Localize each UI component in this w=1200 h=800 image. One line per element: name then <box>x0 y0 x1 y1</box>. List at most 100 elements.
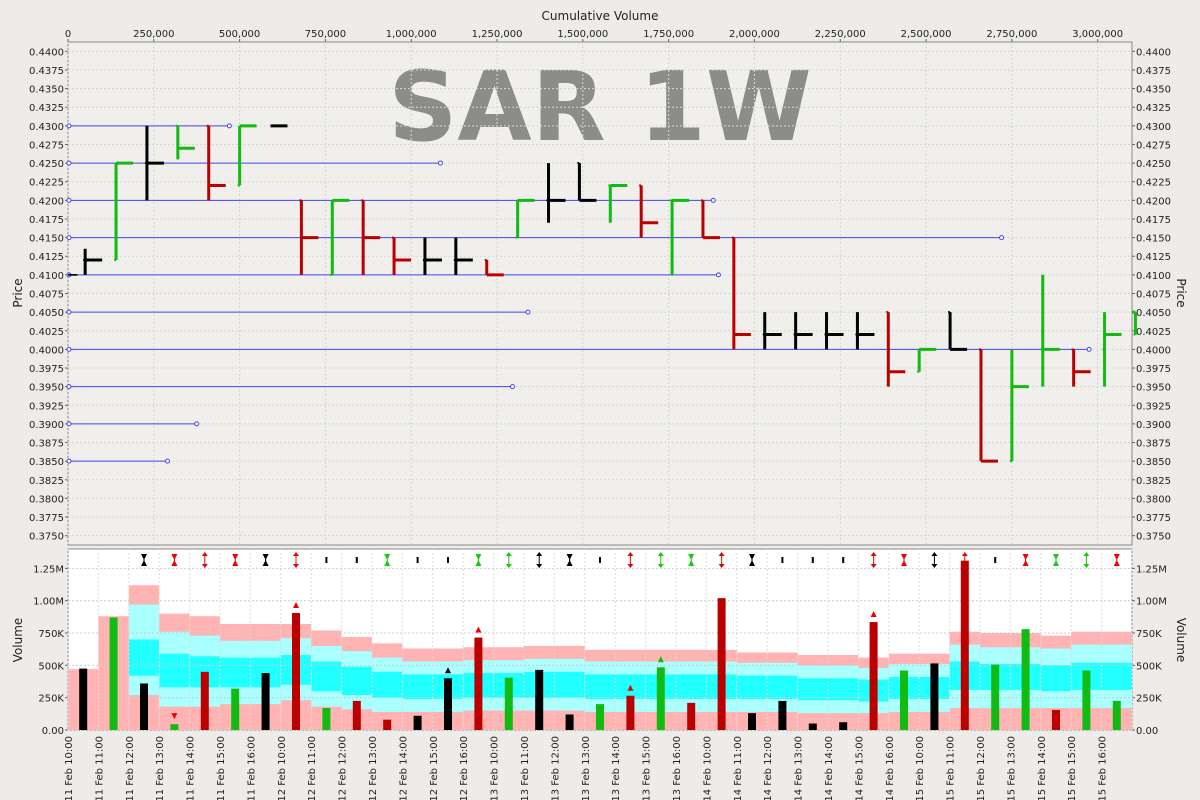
cumvol-tick-label: 3,000,000 <box>1072 29 1123 40</box>
cumvol-tick-label: 2,750,000 <box>986 29 1037 40</box>
price-level-end <box>999 235 1005 241</box>
price-tick-label-right: 0.3775 <box>1136 513 1171 524</box>
time-category-label: 13 Feb 14:00 <box>611 736 622 800</box>
signal-marker <box>505 552 512 568</box>
price-tick-label-right: 0.4075 <box>1136 290 1171 301</box>
price-tick-label-right: 0.4225 <box>1136 178 1171 189</box>
volume-bar <box>930 663 939 730</box>
time-category-label: 13 Feb 12:00 <box>550 736 561 800</box>
price-tick-label-right: 0.4050 <box>1136 308 1171 319</box>
volume-band-inner <box>1040 665 1072 692</box>
volume-tick-label-right: 750K <box>1136 629 1162 640</box>
price-tick-label-right: 0.3950 <box>1136 383 1171 394</box>
signal-triangle <box>870 611 877 618</box>
price-tick-label-left: 0.3925 <box>29 401 64 412</box>
price-tick-label-right: 0.3925 <box>1136 401 1171 412</box>
time-category-label: 14 Feb 10:00 <box>702 736 713 800</box>
volume-tick-label-left: 250K <box>38 694 64 705</box>
volume-tick-label-right: 250K <box>1136 694 1162 705</box>
signal-triangle <box>293 601 299 608</box>
price-tick-label-left: 0.3900 <box>29 420 64 431</box>
time-category-label: 15 Feb 14:00 <box>1037 736 1048 800</box>
time-category-label: 15 Feb 12:00 <box>976 736 987 800</box>
volume-band-inner <box>372 671 403 698</box>
time-category-label: 12 Feb 10:00 <box>277 736 288 800</box>
signal-marker <box>657 552 664 568</box>
volume-bar <box>960 560 969 730</box>
time-category-label: 15 Feb 10:00 <box>915 736 926 800</box>
cumvol-tick-label: 0 <box>65 29 71 40</box>
price-tick-label-right: 0.3825 <box>1136 476 1171 487</box>
volume-bar <box>504 677 513 730</box>
price-level-start <box>66 309 72 315</box>
price-tick-label-left: 0.3850 <box>29 457 64 468</box>
signal-marker <box>536 552 543 568</box>
time-category-label: 14 Feb 16:00 <box>885 736 896 800</box>
cumvol-tick-label: 2,500,000 <box>901 29 952 40</box>
volume-bar <box>565 714 574 730</box>
price-tick-label-left: 0.4000 <box>29 345 64 356</box>
time-category-label: 13 Feb 11:00 <box>520 736 531 800</box>
signal-marker <box>870 552 877 568</box>
signal-triangle <box>475 626 482 633</box>
time-category-label: 15 Feb 11:00 <box>946 736 957 800</box>
price-tick-label-right: 0.3850 <box>1136 457 1171 468</box>
volume-bar <box>352 700 361 730</box>
cumvol-tick-label: 750,000 <box>305 29 346 40</box>
volume-bar <box>292 612 300 730</box>
volume-bar <box>200 671 209 730</box>
time-category-label: 11 Feb 12:00 <box>125 736 136 800</box>
price-tick-label-left: 0.4250 <box>29 159 64 170</box>
time-category-label: 14 Feb 15:00 <box>854 736 865 800</box>
price-tick-label-left: 0.3800 <box>29 494 64 505</box>
time-category-label: 13 Feb 10:00 <box>490 736 501 800</box>
x-axis-title: Cumulative Volume <box>542 9 659 23</box>
price-tick-label-right: 0.4000 <box>1136 345 1171 356</box>
price-tick-label-right: 0.4175 <box>1136 215 1171 226</box>
signal-triangle <box>657 656 664 663</box>
price-level-end <box>715 272 721 278</box>
signal-triangle <box>171 713 178 720</box>
price-level-start <box>66 346 72 352</box>
cumvol-tick-label: 2,250,000 <box>815 29 866 40</box>
time-category-label: 15 Feb 16:00 <box>1098 736 1109 800</box>
price-tick-label-left: 0.4200 <box>29 196 64 207</box>
volume-tick-label-left: 750K <box>38 629 64 640</box>
signal-marker <box>627 552 634 568</box>
volume-band-inner <box>311 661 342 692</box>
volume-tick-label-left: 500K <box>38 661 64 672</box>
time-category-label: 12 Feb 14:00 <box>398 736 409 800</box>
price-tick-label-right: 0.4125 <box>1136 252 1171 263</box>
volume-bar <box>808 723 817 730</box>
price-level-end <box>525 309 531 315</box>
price-level-end <box>509 384 515 390</box>
price-tick-label-left: 0.4175 <box>29 215 64 226</box>
cumvol-tick-label: 500,000 <box>219 29 260 40</box>
price-tick-label-left: 0.3950 <box>29 383 64 394</box>
time-category-label: 12 Feb 12:00 <box>338 736 349 800</box>
price-tick-label-left: 0.4350 <box>29 85 64 96</box>
signal-marker <box>1083 552 1090 568</box>
price-tick-label-right: 0.4275 <box>1136 140 1171 151</box>
time-category-label: 13 Feb 16:00 <box>672 736 683 800</box>
volume-bar <box>140 683 148 730</box>
time-category-label: 14 Feb 14:00 <box>824 736 835 800</box>
time-category-label: 12 Feb 11:00 <box>307 736 318 800</box>
price-tick-label-right: 0.4400 <box>1136 47 1171 58</box>
time-category-label: 14 Feb 13:00 <box>794 736 805 800</box>
volume-bar <box>231 688 240 730</box>
volume-bar <box>991 664 1000 730</box>
time-category-label: 11 Feb 14:00 <box>186 736 197 800</box>
price-tick-label-right: 0.4325 <box>1136 103 1171 114</box>
signal-marker <box>931 552 938 568</box>
time-category-label: 14 Feb 12:00 <box>763 736 774 800</box>
volume-bar <box>170 724 179 730</box>
price-level-start <box>66 384 72 390</box>
volume-bar <box>778 700 787 730</box>
volume-bar <box>839 722 848 730</box>
time-category-label: 13 Feb 13:00 <box>581 736 592 800</box>
volume-panel: 0.00 0.00 250K 250K 500K 500K 750K 750K 1.00M 1.0… <box>33 548 1167 800</box>
price-tick-label-right: 0.4350 <box>1136 85 1171 96</box>
price-tick-label-right: 0.3975 <box>1136 364 1171 375</box>
